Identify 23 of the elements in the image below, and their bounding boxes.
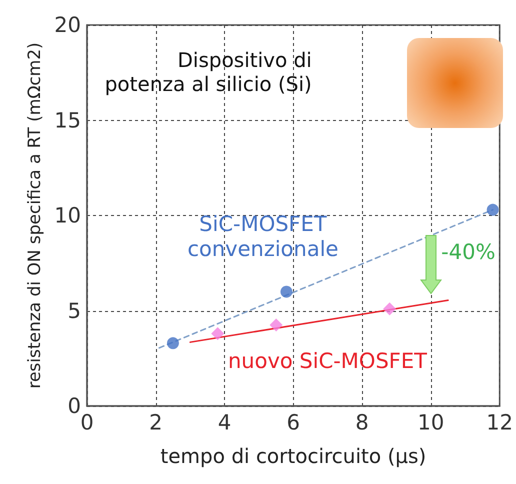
x-tick-label: 10 xyxy=(418,410,444,434)
y-tick-label: 15 xyxy=(54,108,81,132)
series-label: nuovo SiC-MOSFET xyxy=(228,348,427,374)
y-axis-title: resistenza di ON specifica a RT (mΩcm2) xyxy=(24,42,45,389)
point xyxy=(383,302,396,316)
point xyxy=(280,286,292,298)
text: SiC-MOSFET convenzionale xyxy=(186,212,340,262)
x-tick-label: 6 xyxy=(286,410,300,434)
x-tick-label: 12 xyxy=(486,410,514,434)
point xyxy=(270,318,283,332)
x-axis-title: tempo di cortocircuito (µs) xyxy=(160,444,426,468)
x-tick-label: 4 xyxy=(218,410,232,434)
point xyxy=(166,337,179,350)
point xyxy=(486,204,499,216)
annotation: Dispositivo di potenza al silicio (Si) xyxy=(104,48,312,96)
annotation: -40% xyxy=(441,240,496,266)
x-tick-label: 8 xyxy=(355,410,369,434)
x-tick-label: 2 xyxy=(149,410,162,434)
y-tick-label: 0 xyxy=(68,394,81,418)
point xyxy=(211,327,224,340)
y-tick-label: 5 xyxy=(68,298,81,323)
y-tick-label: 10 xyxy=(54,204,81,228)
y-tick-label: 20 xyxy=(54,13,81,37)
